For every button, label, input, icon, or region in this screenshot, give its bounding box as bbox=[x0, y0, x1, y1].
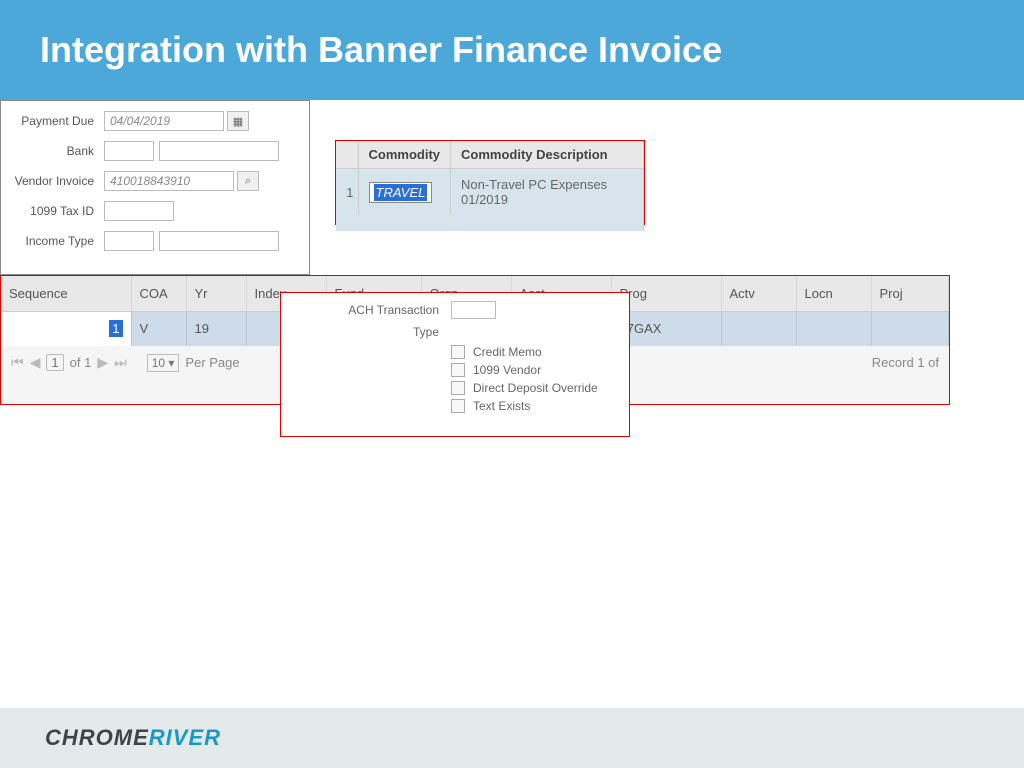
payment-due-label: Payment Due bbox=[9, 114, 104, 128]
checkbox-1099-vendor[interactable]: 1099 Vendor bbox=[281, 363, 629, 377]
ach-label-1: ACH Transaction bbox=[281, 303, 451, 317]
pager-record: Record 1 of bbox=[872, 355, 939, 370]
pager-page[interactable]: 1 bbox=[46, 354, 63, 371]
payment-due-input[interactable]: 04/04/2019 bbox=[104, 111, 224, 131]
ach-transaction-input[interactable] bbox=[451, 301, 496, 319]
pager-next-icon[interactable]: ▶ bbox=[97, 354, 108, 371]
income-type-input-2[interactable] bbox=[159, 231, 279, 251]
income-type-label: Income Type bbox=[9, 234, 104, 248]
commodity-header-code: Commodity bbox=[358, 141, 451, 169]
checkbox-text-exists[interactable]: Text Exists bbox=[281, 399, 629, 413]
commodity-row-num: 1 bbox=[336, 169, 358, 216]
commodity-row[interactable]: 1 TRAVEL Non-Travel PC Expenses 01/2019 bbox=[336, 169, 644, 216]
locn-cell[interactable] bbox=[796, 312, 871, 346]
commodity-desc-cell: Non-Travel PC Expenses 01/2019 bbox=[451, 169, 644, 216]
logo: CHROMERIVER bbox=[45, 725, 221, 751]
commodity-code-cell[interactable]: TRAVEL bbox=[358, 169, 451, 216]
page-footer: CHROMERIVER bbox=[0, 708, 1024, 768]
page-title: Integration with Banner Finance Invoice bbox=[40, 29, 722, 71]
income-type-input-1[interactable] bbox=[104, 231, 154, 251]
header-bar: Integration with Banner Finance Invoice bbox=[0, 0, 1024, 100]
actv-cell[interactable] bbox=[721, 312, 796, 346]
ach-panel: ACH Transaction Type Credit Memo 1099 Ve… bbox=[280, 292, 630, 437]
pager-perpage-select[interactable]: 10 ▾ bbox=[147, 354, 180, 372]
yr-cell[interactable]: 19 bbox=[186, 312, 246, 346]
pager-of: of 1 bbox=[70, 355, 92, 370]
search-icon[interactable]: ⌕ bbox=[237, 171, 259, 191]
payment-panel: Payment Due 04/04/2019 ▦ Bank Vendor Inv… bbox=[0, 100, 310, 275]
proj-cell[interactable] bbox=[871, 312, 949, 346]
checkbox-direct-deposit[interactable]: Direct Deposit Override bbox=[281, 381, 629, 395]
tax-id-label: 1099 Tax ID bbox=[9, 204, 104, 218]
tax-id-input[interactable] bbox=[104, 201, 174, 221]
ach-label-2: Type bbox=[281, 325, 451, 339]
commodity-table: Commodity Commodity Description 1 TRAVEL… bbox=[336, 141, 644, 231]
checkbox-credit-memo[interactable]: Credit Memo bbox=[281, 345, 629, 359]
coa-cell[interactable]: V bbox=[131, 312, 186, 346]
calendar-icon[interactable]: ▦ bbox=[227, 111, 249, 131]
pager-perpage-label: Per Page bbox=[185, 355, 239, 370]
vendor-invoice-label: Vendor Invoice bbox=[9, 174, 104, 188]
bank-input-2[interactable] bbox=[159, 141, 279, 161]
commodity-header-desc: Commodity Description bbox=[451, 141, 644, 169]
pager-first-icon[interactable]: ⏮ bbox=[11, 354, 24, 371]
bank-label: Bank bbox=[9, 144, 104, 158]
commodity-panel: Commodity Commodity Description 1 TRAVEL… bbox=[335, 140, 645, 225]
bank-input-1[interactable] bbox=[104, 141, 154, 161]
commodity-header-blank bbox=[336, 141, 358, 169]
pager-last-icon[interactable]: ⏭ bbox=[114, 354, 127, 371]
vendor-invoice-input[interactable]: 410018843910 bbox=[104, 171, 234, 191]
sequence-cell[interactable]: 1 bbox=[1, 312, 131, 346]
pager-prev-icon[interactable]: ◀ bbox=[30, 354, 41, 371]
